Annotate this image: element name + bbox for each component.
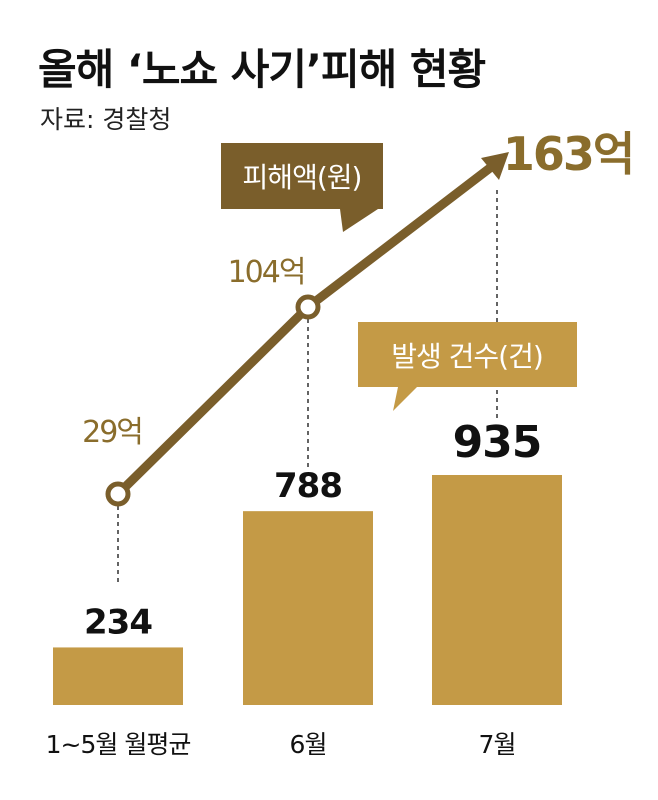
bar-3 xyxy=(432,475,562,705)
callout-count-text: 발생 건수(건) xyxy=(391,340,543,373)
bar-1 xyxy=(53,647,183,705)
amount-point-2 xyxy=(295,294,321,320)
chart-source: 자료: 경찰청 xyxy=(40,105,172,134)
chart-title: 올해 ‘노쇼 사기’피해 현황 xyxy=(38,45,486,94)
bar-series xyxy=(53,475,562,705)
callout-count-bubble xyxy=(358,322,577,411)
amount-line-arrowhead xyxy=(481,152,509,180)
bar-value-label-2: 788 xyxy=(274,466,342,506)
amount-labels: 29억 104억 163억 xyxy=(82,127,635,450)
x-tick-label-2: 6월 xyxy=(290,730,327,759)
x-axis-tick-labels: 1~5월 월평균 6월 7월 xyxy=(46,730,517,759)
callout-count: 발생 건수(건) xyxy=(358,322,577,411)
amount-line-series xyxy=(105,152,509,507)
guide-lines xyxy=(117,190,498,582)
x-tick-label-3: 7월 xyxy=(479,730,516,759)
x-tick-label-1: 1~5월 월평균 xyxy=(46,730,191,759)
bar-2 xyxy=(243,511,373,705)
callout-amount-bubble xyxy=(221,143,383,232)
amount-point-1 xyxy=(105,481,131,507)
bar-value-label-1: 234 xyxy=(84,602,152,642)
bar-value-label-3: 935 xyxy=(453,417,542,468)
amount-label-3: 163억 xyxy=(503,127,633,181)
callout-amount-text: 피해액(원) xyxy=(243,161,362,194)
callout-amount: 피해액(원) xyxy=(221,143,383,232)
count-labels: 234 788 935 xyxy=(84,417,542,642)
amount-label-2: 104억 xyxy=(228,255,305,290)
amount-label-1: 29억 xyxy=(82,415,142,450)
